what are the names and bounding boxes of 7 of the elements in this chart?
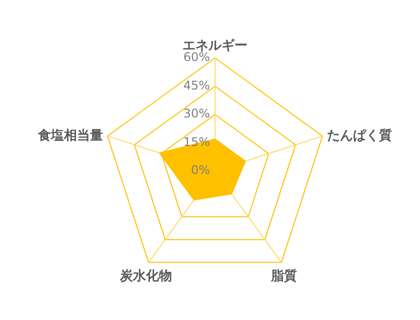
spoke-label: 脂質 xyxy=(270,268,298,284)
y-tick-label: 30% xyxy=(183,106,210,120)
spoke-label: たんぱく質 xyxy=(326,128,392,144)
spoke-label: 食塩相当量 xyxy=(37,128,104,144)
y-tick-label: 0% xyxy=(190,163,210,177)
spoke-label: 炭水化物 xyxy=(118,269,172,284)
y-tick-label: 45% xyxy=(183,78,210,92)
